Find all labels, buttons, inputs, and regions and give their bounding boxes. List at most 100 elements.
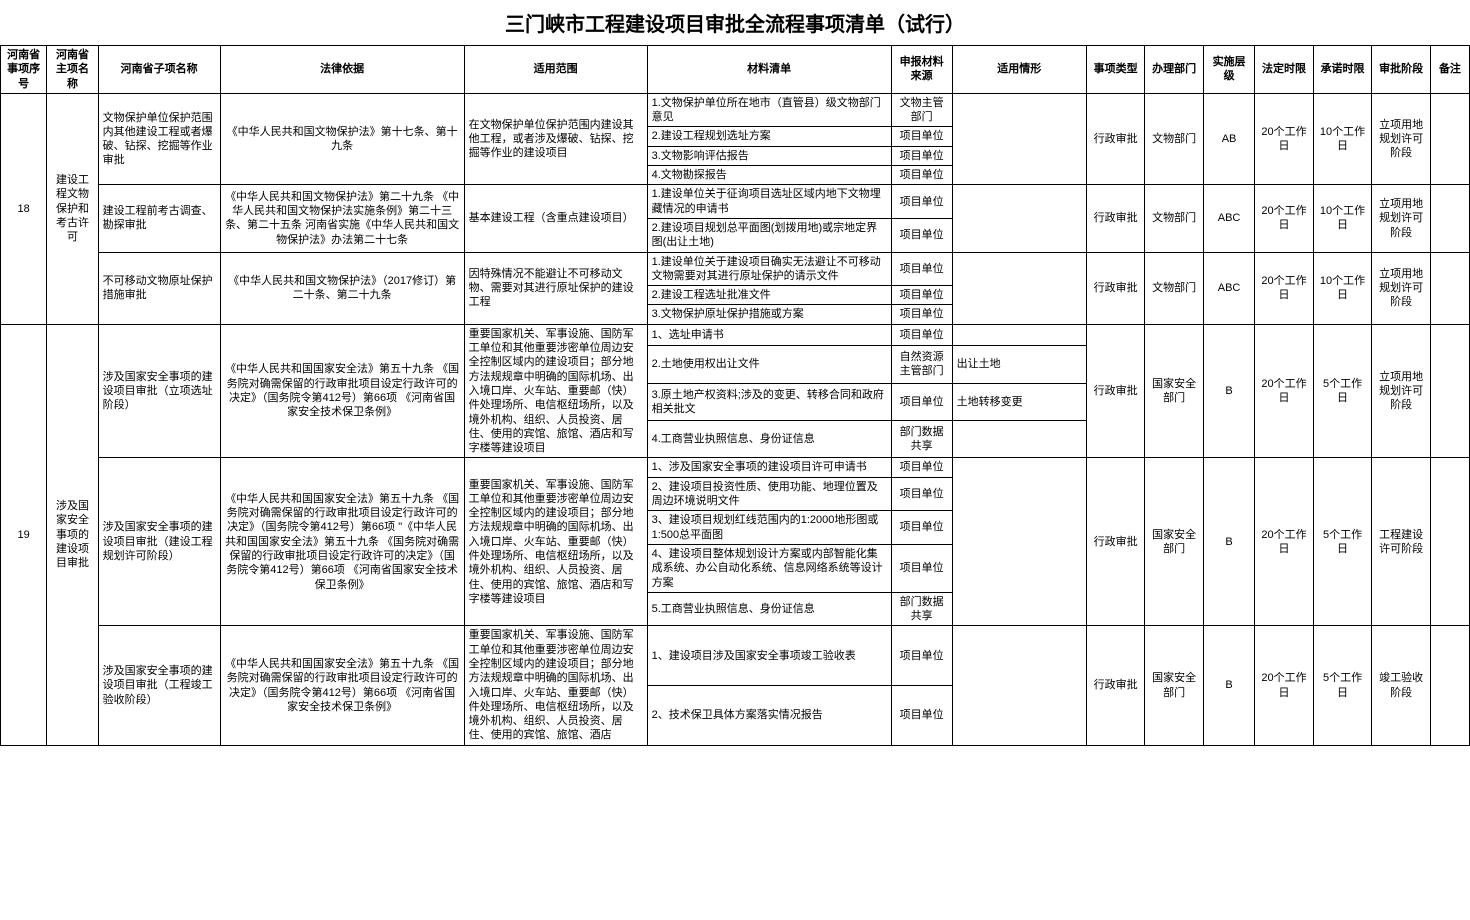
cell-type: 行政审批 [1086,458,1145,626]
cell-source: 项目单位 [891,146,952,165]
cell-material: 3.文物影响评估报告 [647,146,891,165]
cell-stage: 立项用地规划许可阶段 [1372,93,1431,184]
cell-source: 自然资源主管部门 [891,346,952,383]
cell-source: 项目单位 [891,458,952,477]
cell-material: 2、技术保卫具体方案落实情况报告 [647,686,891,746]
cell-scope: 在文物保护单位保护范围内建设其他工程，或者涉及爆破、钻探、挖掘等作业的建设项目 [464,93,647,184]
th-dept: 办理部门 [1145,46,1204,94]
cell-law: 《中华人民共和国文物保护法》第十七条、第十九条 [220,93,464,184]
cell-material: 3.文物保护原址保护措施或方案 [647,305,891,324]
cell-dept: 文物部门 [1145,93,1204,184]
table-row: 涉及国家安全事项的建设项目审批（建设工程规划许可阶段） 《中华人民共和国国家安全… [1,458,1470,477]
cell-situation [952,185,1086,252]
th-level: 实施层级 [1203,46,1254,94]
th-remark: 备注 [1430,46,1469,94]
cell-source: 项目单位 [891,252,952,286]
cell-situation [952,252,1086,324]
cell-promise: 5个工作日 [1313,324,1372,458]
cell-level: AB [1203,93,1254,184]
cell-source: 项目单位 [891,626,952,686]
cell-type: 行政审批 [1086,252,1145,324]
cell-material: 4、建设项目整体规划设计方案或内部智能化集成系统、办公自动化系统、信息网络系统等… [647,544,891,592]
cell-material: 1.文物保护单位所在地市（直管县）级文物部门意见 [647,93,891,127]
cell-stage: 立项用地规划许可阶段 [1372,252,1431,324]
cell-scope: 重要国家机关、军事设施、国防军工单位和其他重要涉密单位周边安全控制区域内的建设项… [464,626,647,745]
cell-dept: 国家安全部门 [1145,324,1204,458]
cell-situation [952,93,1086,184]
cell-legal: 20个工作日 [1255,458,1314,626]
header-row: 河南省事项序号 河南省主项名称 河南省子项名称 法律依据 适用范围 材料清单 申… [1,46,1470,94]
cell-material: 4.文物勘探报告 [647,166,891,185]
cell-remark [1430,324,1469,458]
cell-material: 2.建设工程规划选址方案 [647,127,891,146]
cell-source: 项目单位 [891,686,952,746]
cell-material: 1.建设单位关于建设项目确实无法避让不可移动文物需要对其进行原址保护的请示文件 [647,252,891,286]
cell-stage: 立项用地规划许可阶段 [1372,324,1431,458]
cell-situation [952,421,1086,458]
table-row: 19 涉及国家安全事项的建设项目审批 涉及国家安全事项的建设项目审批（立项选址阶… [1,324,1470,345]
cell-legal: 20个工作日 [1255,93,1314,184]
cell-source: 项目单位 [891,185,952,219]
cell-type: 行政审批 [1086,185,1145,252]
cell-remark [1430,626,1469,745]
th-seq: 河南省事项序号 [1,46,47,94]
th-sub: 河南省子项名称 [98,46,220,94]
cell-seq: 19 [1,324,47,745]
cell-source: 项目单位 [891,511,952,545]
cell-level: B [1203,626,1254,745]
cell-legal: 20个工作日 [1255,252,1314,324]
th-situation: 适用情形 [952,46,1086,94]
cell-dept: 文物部门 [1145,252,1204,324]
cell-material: 3.原土地产权资料;涉及的变更、转移合同和政府相关批文 [647,383,891,420]
th-law: 法律依据 [220,46,464,94]
cell-source: 项目单位 [891,218,952,252]
cell-material: 2、建设项目投资性质、使用功能、地理位置及周边环境说明文件 [647,477,891,511]
cell-situation [952,626,1086,745]
cell-level: B [1203,458,1254,626]
cell-scope: 基本建设工程（含重点建设项目） [464,185,647,252]
cell-type: 行政审批 [1086,324,1145,458]
cell-dept: 国家安全部门 [1145,626,1204,745]
cell-source: 项目单位 [891,477,952,511]
cell-law: 《中华人民共和国文物保护法》（2017修订）第二十条、第二十九条 [220,252,464,324]
cell-type: 行政审批 [1086,626,1145,745]
cell-source: 项目单位 [891,305,952,324]
cell-remark [1430,252,1469,324]
cell-material: 2.建设工程选址批准文件 [647,286,891,305]
th-stage: 审批阶段 [1372,46,1431,94]
cell-dept: 国家安全部门 [1145,458,1204,626]
cell-legal: 20个工作日 [1255,185,1314,252]
cell-material: 5.工商营业执照信息、身份证信息 [647,592,891,626]
approval-table: 河南省事项序号 河南省主项名称 河南省子项名称 法律依据 适用范围 材料清单 申… [0,45,1470,746]
cell-promise: 5个工作日 [1313,458,1372,626]
cell-stage: 立项用地规划许可阶段 [1372,185,1431,252]
cell-sub: 涉及国家安全事项的建设项目审批（工程竣工验收阶段） [98,626,220,745]
cell-stage: 竣工验收阶段 [1372,626,1431,745]
cell-material: 2.土地使用权出让文件 [647,346,891,383]
cell-situation: 出让土地 [952,346,1086,383]
cell-level: B [1203,324,1254,458]
cell-source: 项目单位 [891,324,952,345]
cell-source: 部门数据共享 [891,421,952,458]
cell-promise: 10个工作日 [1313,185,1372,252]
cell-sub: 建设工程前考古调查、勘探审批 [98,185,220,252]
cell-main: 建设工程文物保护和考古许可 [47,93,98,324]
cell-source: 部门数据共享 [891,592,952,626]
cell-law: 《中华人民共和国国家安全法》第五十九条 《国务院对确需保留的行政审批项目设定行政… [220,324,464,458]
cell-remark [1430,458,1469,626]
cell-law: 《中华人民共和国国家安全法》第五十九条 《国务院对确需保留的行政审批项目设定行政… [220,458,464,626]
cell-situation [952,324,1086,345]
th-main: 河南省主项名称 [47,46,98,94]
cell-material: 3、建设项目规划红线范围内的1:2000地形图或1:500总平面图 [647,511,891,545]
cell-promise: 10个工作日 [1313,252,1372,324]
cell-promise: 5个工作日 [1313,626,1372,745]
cell-remark [1430,185,1469,252]
cell-situation: 土地转移变更 [952,383,1086,420]
cell-material: 1、建设项目涉及国家安全事项竣工验收表 [647,626,891,686]
cell-level: ABC [1203,252,1254,324]
cell-law: 《中华人民共和国文物保护法》第二十九条 《中华人民共和国文物保护法实施条例》第二… [220,185,464,252]
cell-material: 1、涉及国家安全事项的建设项目许可申请书 [647,458,891,477]
cell-dept: 文物部门 [1145,185,1204,252]
cell-source: 项目单位 [891,286,952,305]
cell-scope: 重要国家机关、军事设施、国防军工单位和其他重要涉密单位周边安全控制区域内的建设项… [464,458,647,626]
